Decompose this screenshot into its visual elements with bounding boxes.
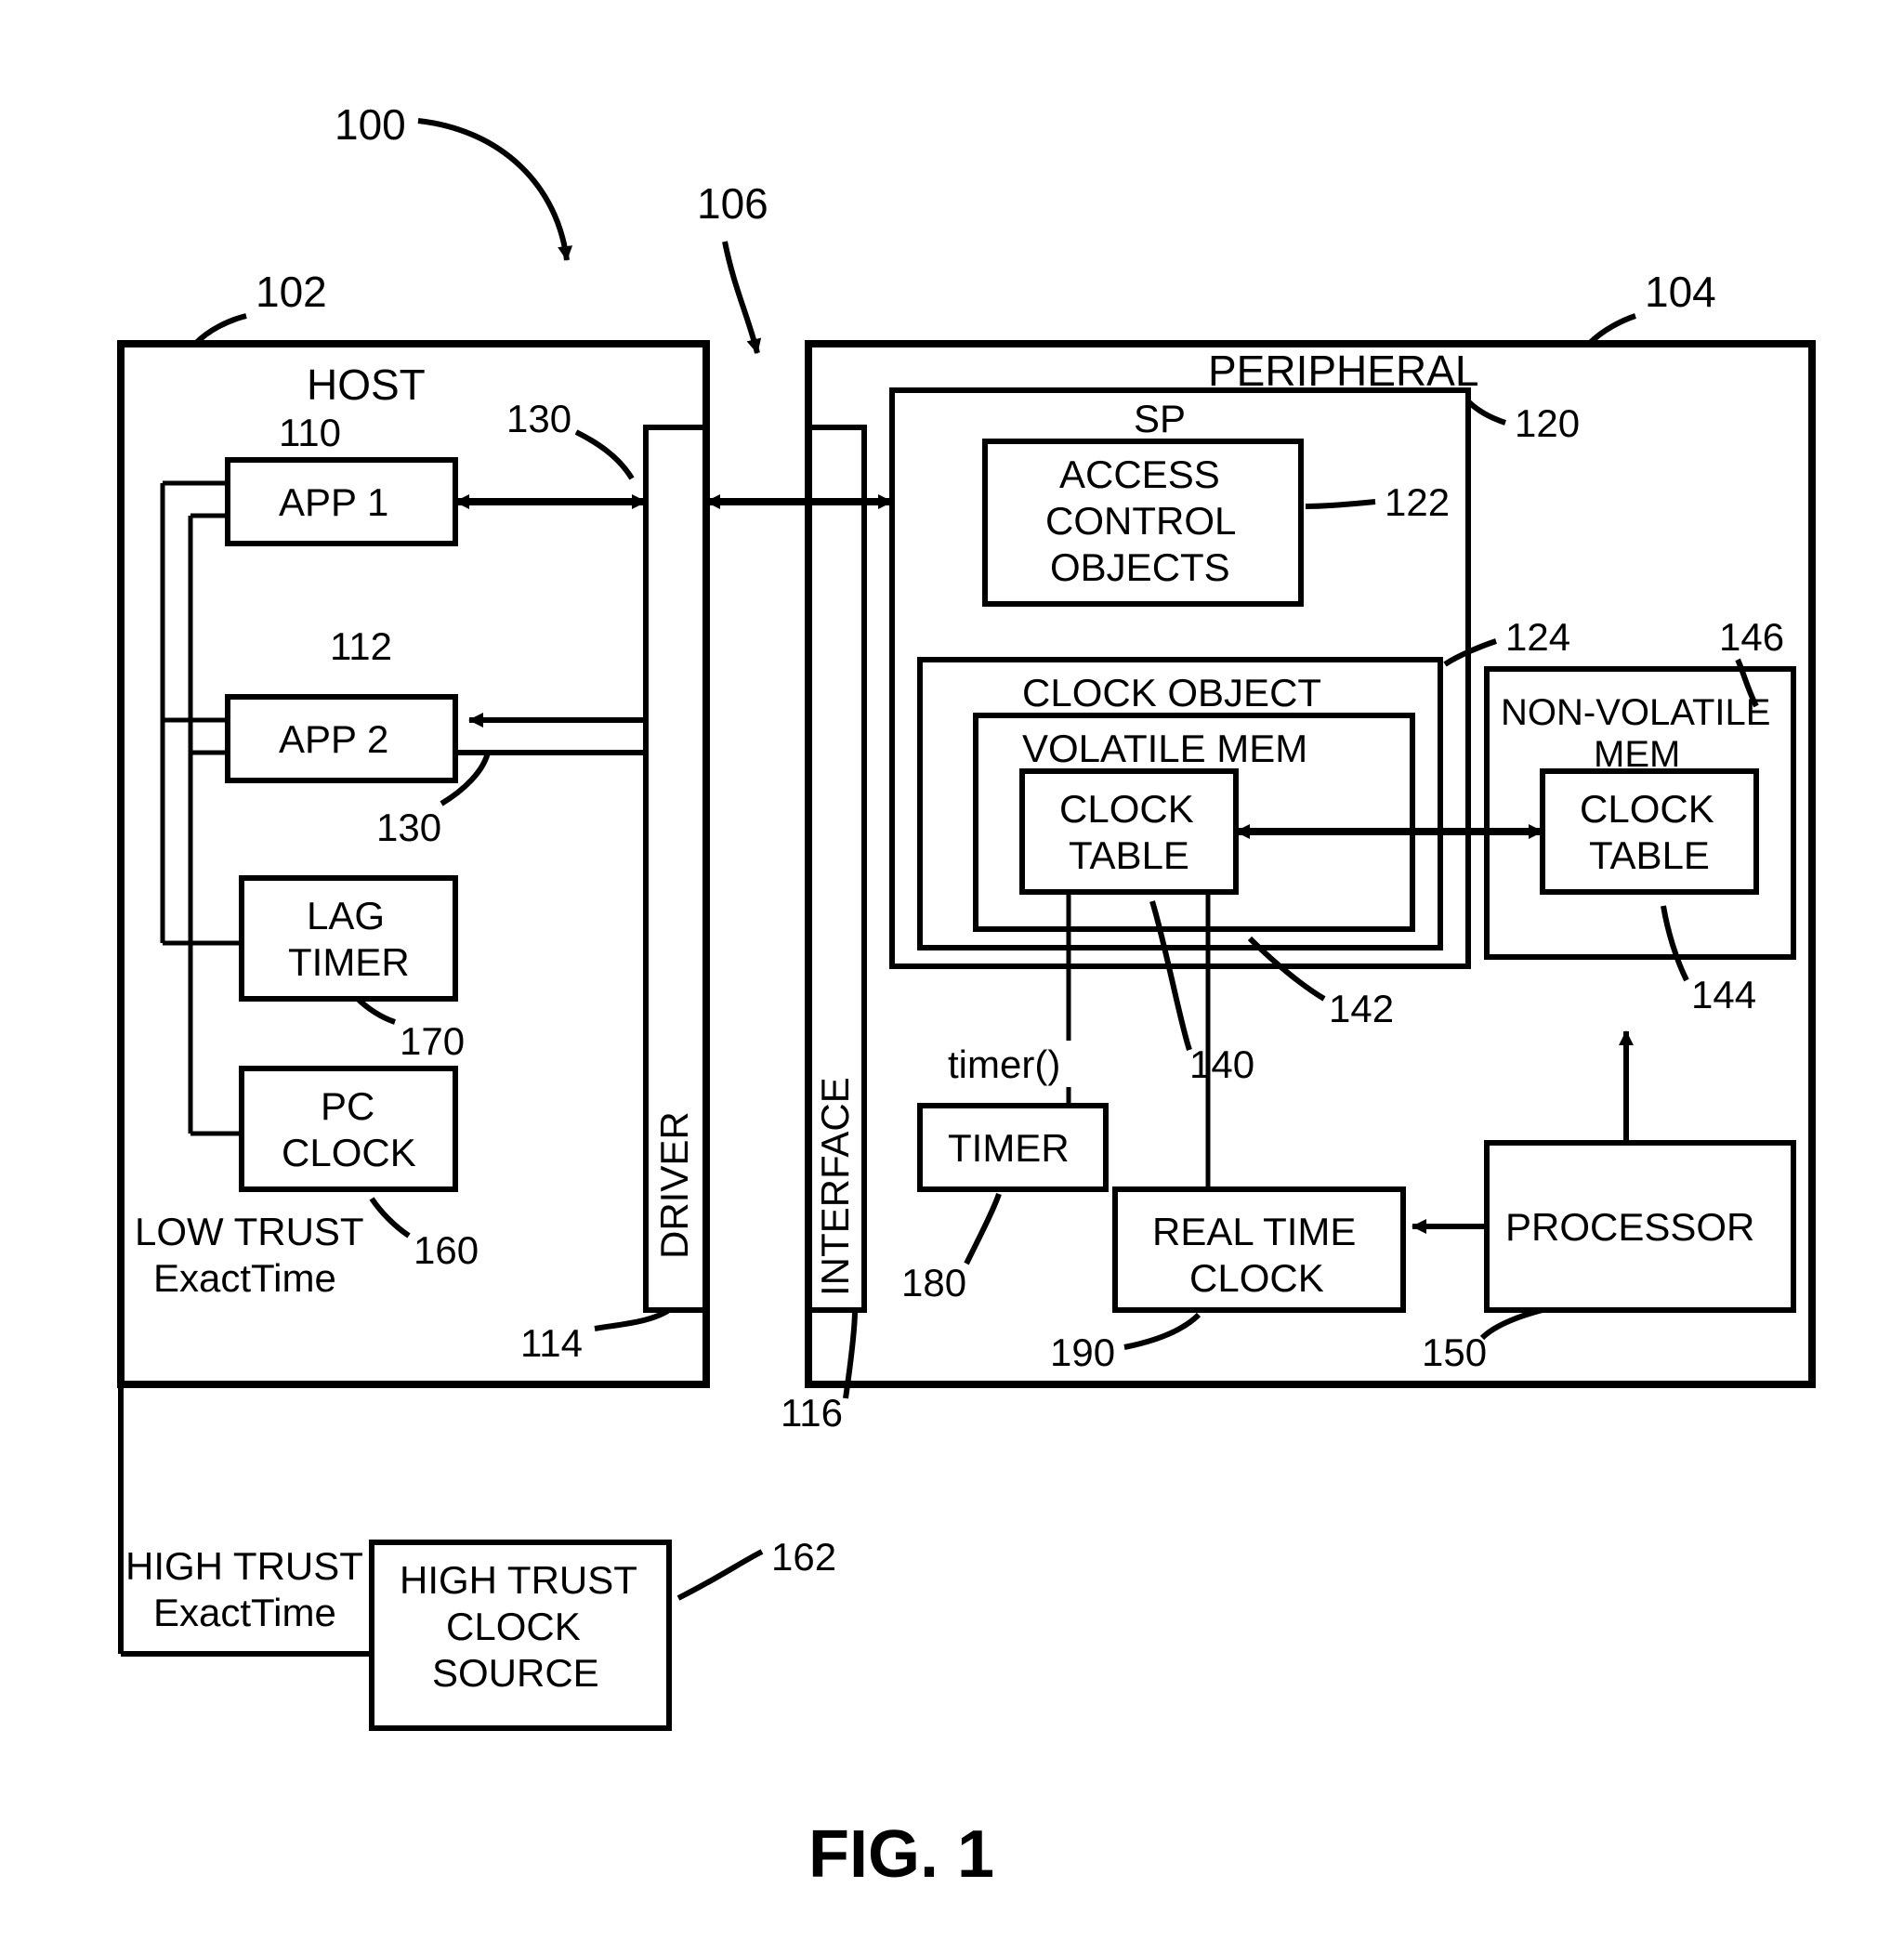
- clock-table1-l2: TABLE: [1069, 833, 1189, 877]
- ref-102: 102: [256, 268, 327, 316]
- ht-clock-l2: CLOCK: [446, 1605, 581, 1648]
- pc-clock-l1: PC: [321, 1084, 374, 1128]
- peripheral-title: PERIPHERAL: [1208, 347, 1478, 395]
- ref-104: 104: [1645, 268, 1716, 316]
- ref-114: 114: [520, 1321, 583, 1365]
- clock-table2-l1: CLOCK: [1580, 787, 1714, 831]
- ref-190: 190: [1050, 1330, 1115, 1374]
- ref-150: 150: [1422, 1330, 1487, 1374]
- ref-170: 170: [400, 1019, 465, 1063]
- clock-table1-l1: CLOCK: [1059, 787, 1194, 831]
- ref-130b: 130: [376, 806, 441, 849]
- rtc-l1: REAL TIME: [1152, 1210, 1356, 1253]
- ref-142: 142: [1329, 987, 1394, 1030]
- app2-label: APP 2: [279, 717, 388, 761]
- high-trust-l1: HIGH TRUST: [125, 1544, 363, 1588]
- aco-l3: OBJECTS: [1050, 545, 1230, 589]
- low-trust-l1: LOW TRUST: [135, 1210, 364, 1253]
- ref-144: 144: [1691, 973, 1756, 1016]
- ref-120: 120: [1515, 401, 1580, 445]
- app1-label: APP 1: [279, 480, 388, 524]
- clock-table2-l2: TABLE: [1589, 833, 1710, 877]
- ref-180: 180: [901, 1261, 966, 1304]
- ref-146: 146: [1719, 615, 1784, 659]
- ref-122: 122: [1385, 480, 1450, 524]
- timer-fn-label: timer(): [948, 1042, 1060, 1086]
- nv-mem-l2: MEM: [1594, 734, 1680, 775]
- clock-object-label: CLOCK OBJECT: [1022, 671, 1321, 714]
- high-trust-l2: ExactTime: [153, 1591, 336, 1634]
- ht-clock-l3: SOURCE: [432, 1651, 599, 1695]
- interface-label: INTERFACE: [813, 1077, 857, 1296]
- ref-110: 110: [279, 411, 341, 454]
- host-title: HOST: [307, 360, 426, 409]
- ref-130a: 130: [506, 397, 571, 440]
- ref-160: 160: [414, 1228, 479, 1272]
- low-trust-l2: ExactTime: [153, 1256, 336, 1300]
- driver-label: DRIVER: [652, 1111, 696, 1259]
- lag-timer-l1: LAG: [307, 894, 385, 937]
- ref-100: 100: [335, 100, 406, 149]
- ref-116: 116: [781, 1391, 843, 1435]
- ht-clock-l1: HIGH TRUST: [400, 1558, 637, 1602]
- system-block-diagram: HOST PERIPHERAL APP 1 APP 2 LAG TIMER PC…: [0, 0, 1904, 1940]
- rtc-l2: CLOCK: [1189, 1256, 1324, 1300]
- lag-timer-l2: TIMER: [288, 940, 410, 984]
- ref-162: 162: [771, 1535, 836, 1579]
- timer-label: TIMER: [948, 1126, 1070, 1170]
- ref-112: 112: [330, 624, 392, 668]
- figure-label: FIG. 1: [808, 1817, 994, 1892]
- ref-106: 106: [697, 179, 768, 228]
- ref-140: 140: [1189, 1042, 1254, 1086]
- processor-label: PROCESSOR: [1505, 1205, 1754, 1249]
- pc-clock-l2: CLOCK: [282, 1131, 416, 1174]
- volatile-mem-label: VOLATILE MEM: [1022, 727, 1307, 770]
- sp-label: SP: [1134, 397, 1186, 440]
- aco-l2: CONTROL: [1045, 499, 1236, 543]
- nv-mem-l1: NON-VOLATILE: [1501, 692, 1770, 733]
- aco-l1: ACCESS: [1059, 452, 1220, 496]
- ref-124: 124: [1505, 615, 1570, 659]
